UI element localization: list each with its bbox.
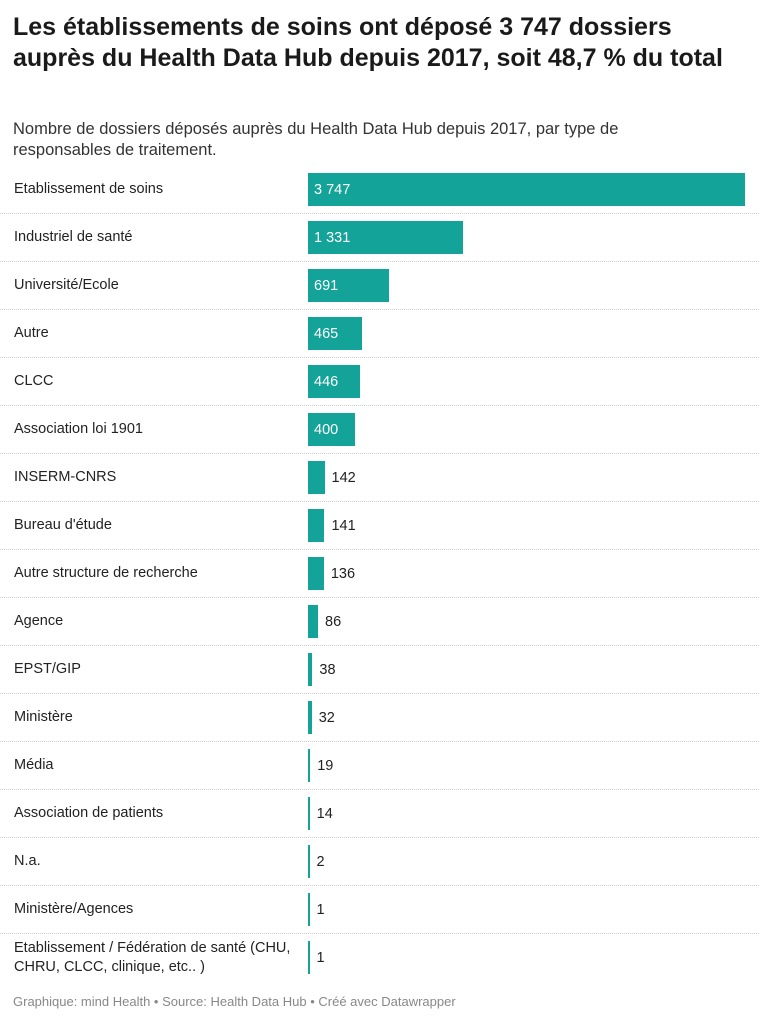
row: Université/Ecole 691 xyxy=(0,262,759,310)
bar xyxy=(308,845,310,878)
row: Autre 465 xyxy=(0,310,759,358)
bar xyxy=(308,941,310,974)
category-label: Bureau d'étude xyxy=(14,517,112,533)
value-label: 446 xyxy=(314,373,339,390)
bar-area: 38 xyxy=(308,653,745,686)
bar-area: 465 xyxy=(308,317,745,350)
bar-area: 32 xyxy=(308,701,745,734)
category-label: CLCC xyxy=(14,373,54,389)
value-label: 2 xyxy=(316,853,325,870)
row: Ministère/Agences 1 xyxy=(0,886,759,934)
value-label: 1 xyxy=(316,901,325,918)
value-label: 38 xyxy=(319,661,336,678)
row: Industriel de santé 1 331 xyxy=(0,214,759,262)
bar xyxy=(308,221,464,254)
category-label: Université/Ecole xyxy=(14,277,119,293)
row: INSERM-CNRS 142 xyxy=(0,454,759,502)
row: Média 19 xyxy=(0,742,759,790)
bar-area: 446 xyxy=(308,365,745,398)
category-label: Etablissement / Fédération de santé (CHU… xyxy=(14,939,291,975)
bar-area: 2 xyxy=(308,845,745,878)
bar xyxy=(308,509,325,542)
bar xyxy=(308,557,324,590)
row: Autre structure de recherche 136 xyxy=(0,550,759,598)
value-label: 1 331 xyxy=(314,229,351,246)
bar-area: 400 xyxy=(308,413,745,446)
bar xyxy=(308,797,310,830)
row: Association loi 1901 400 xyxy=(0,406,759,454)
bar xyxy=(308,893,310,926)
category-label: Ministère/Agences xyxy=(14,901,134,917)
bar-area: 14 xyxy=(308,797,745,830)
chart-subtitle: Nombre de dossiers déposés auprès du Hea… xyxy=(13,120,619,159)
value-label: 19 xyxy=(317,757,334,774)
bar-area: 1 331 xyxy=(308,221,745,254)
category-label: Média xyxy=(14,757,54,773)
row: Etablissement de soins 3 747 xyxy=(0,166,759,214)
row: CLCC 446 xyxy=(0,358,759,406)
bar xyxy=(308,269,389,302)
bar xyxy=(308,317,363,350)
bar-area: 691 xyxy=(308,269,745,302)
value-label: 32 xyxy=(318,709,335,726)
category-label: INSERM-CNRS xyxy=(14,469,117,485)
bar-area: 141 xyxy=(308,509,745,542)
category-label: N.a. xyxy=(14,853,41,869)
bar-area: 19 xyxy=(308,749,745,782)
bar xyxy=(308,653,313,686)
row: N.a. 2 xyxy=(0,838,759,886)
bar xyxy=(308,365,360,398)
row: Etablissement / Fédération de santé (CHU… xyxy=(0,934,759,981)
value-label: 86 xyxy=(325,613,342,630)
row: Bureau d'étude 141 xyxy=(0,502,759,550)
bar-area: 1 xyxy=(308,941,745,974)
bar xyxy=(308,413,355,446)
value-label: 691 xyxy=(314,277,339,294)
bar-area: 86 xyxy=(308,605,745,638)
row: EPST/GIP 38 xyxy=(0,646,759,694)
value-label: 141 xyxy=(331,517,356,534)
bar-area: 3 747 xyxy=(308,173,745,206)
value-label: 136 xyxy=(330,565,356,582)
category-label: Autre xyxy=(14,325,49,341)
row: Agence 86 xyxy=(0,598,759,646)
bar xyxy=(308,701,312,734)
row: Ministère 32 xyxy=(0,694,759,742)
bar xyxy=(308,173,745,206)
row: Association de patients 14 xyxy=(0,790,759,838)
value-label: 465 xyxy=(314,325,339,342)
value-label: 14 xyxy=(316,805,333,822)
value-label: 1 xyxy=(316,949,325,966)
chart-title: Les établissements de soins ont déposé 3… xyxy=(13,13,723,72)
value-label: 400 xyxy=(314,421,339,438)
category-label: EPST/GIP xyxy=(14,661,81,677)
value-label: 142 xyxy=(331,469,356,486)
bar xyxy=(308,605,319,638)
category-label: Etablissement de soins xyxy=(14,181,164,197)
category-label: Agence xyxy=(14,613,64,629)
bar-area: 142 xyxy=(308,461,745,494)
category-label: Industriel de santé xyxy=(14,229,133,245)
category-label: Ministère xyxy=(14,709,73,725)
value-label: 3 747 xyxy=(314,181,351,198)
bar xyxy=(308,749,311,782)
bar-area: 1 xyxy=(308,893,745,926)
bar xyxy=(308,461,325,494)
category-label: Autre structure de recherche xyxy=(14,565,198,581)
footer: Graphique: mind Health • Source: Health … xyxy=(13,994,456,1009)
bar-area: 136 xyxy=(308,557,745,590)
category-label: Association de patients xyxy=(14,805,164,821)
chart: Etablissement de soins 3 747 Industriel de… xyxy=(0,166,759,981)
category-label: Association loi 1901 xyxy=(14,421,143,437)
